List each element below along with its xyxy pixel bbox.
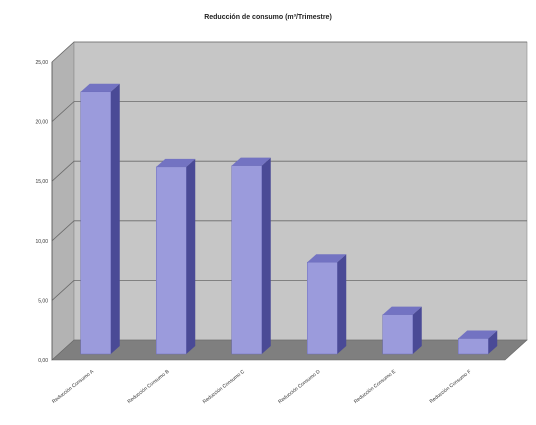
gridline [51, 279, 527, 301]
bar-top [458, 330, 498, 339]
x-tick-label: Reducción Consumo A [51, 368, 95, 404]
y-tick-label: 10,00 [35, 239, 48, 245]
bar [382, 306, 422, 355]
bar [458, 330, 498, 355]
x-tick-label: Reducción Consumo E [353, 368, 398, 405]
chart-walls [51, 41, 528, 361]
bar [80, 83, 120, 355]
x-tick-label: Reducción Consumo C [202, 369, 247, 406]
y-tick-label: 5,00 [38, 298, 48, 304]
bar-side [186, 158, 196, 354]
bar-side [488, 330, 498, 354]
x-tick-label: Reducción Consumo F [429, 369, 473, 405]
gridline [51, 41, 527, 63]
gridline [51, 160, 527, 182]
bar-front [156, 166, 187, 355]
gridline [51, 220, 527, 242]
gridlines [51, 41, 527, 301]
y-tick-label: 20,00 [35, 120, 48, 126]
bar-front [307, 261, 338, 355]
bar-top [80, 83, 120, 92]
bar-front [382, 314, 413, 355]
bar-side [412, 306, 422, 354]
bars [80, 83, 498, 355]
back-wall [73, 41, 528, 341]
bar-top [382, 306, 422, 315]
x-axis: Reducción Consumo A Reducción Consumo B Re… [51, 368, 472, 405]
side-wall [51, 41, 75, 361]
gridline [51, 101, 527, 122]
chart-title: Reducción de consumo (m³/Trimestre) [204, 14, 332, 21]
bar-top [156, 158, 196, 167]
bar-side [337, 254, 347, 354]
y-axis: 0,00 5,00 10,00 15,00 20,00 25,00 [35, 60, 53, 364]
bar-top [231, 157, 271, 166]
bar [231, 157, 271, 355]
y-tick-label: 0,00 [38, 358, 48, 364]
floor [51, 339, 528, 361]
bar-top [307, 254, 347, 263]
y-tick-label: 15,00 [35, 179, 48, 185]
bar-side [110, 83, 120, 354]
y-tick-label: 25,00 [35, 60, 48, 66]
bar-front [80, 91, 111, 355]
bar [307, 254, 347, 355]
x-tick-label: Reducción Consumo D [277, 369, 322, 406]
bar [156, 158, 196, 355]
x-tick-label: Reducción Consumo B [126, 368, 171, 405]
bar-front [231, 165, 262, 355]
bar-side [261, 157, 271, 354]
bar-front [458, 338, 489, 355]
